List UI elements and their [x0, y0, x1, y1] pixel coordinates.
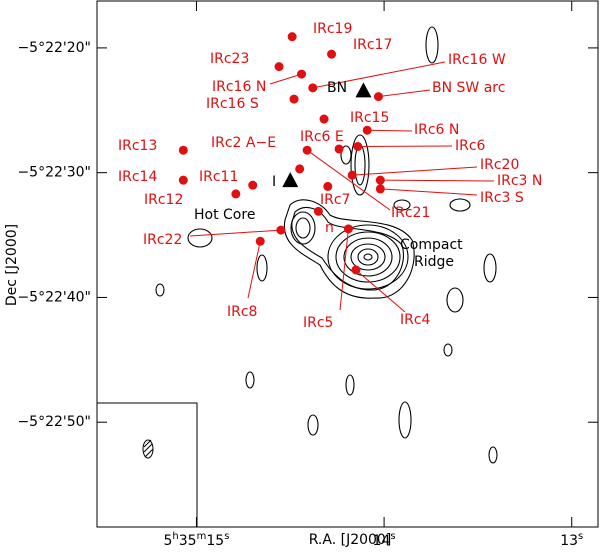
leader-line	[248, 241, 260, 298]
y-tick-label: −5°22'40"	[17, 289, 91, 305]
leader-line	[380, 180, 494, 181]
y-tick-label: −5°22'30"	[17, 165, 91, 181]
source-marker	[363, 126, 372, 135]
triangle-label: I	[272, 174, 276, 190]
x-tick-label: 13s	[560, 531, 583, 549]
source-marker	[276, 226, 285, 235]
source-marker	[248, 181, 257, 190]
source-marker	[288, 32, 297, 41]
source-marker	[323, 182, 332, 191]
source-label: IRc6	[455, 138, 486, 154]
source-marker	[344, 224, 353, 233]
annotation: Ridge	[414, 254, 454, 270]
source-label: IRc14	[118, 169, 157, 185]
source-label: IRc6 N	[414, 122, 459, 138]
leader-line	[378, 90, 430, 97]
source-marker	[353, 142, 362, 151]
source-label: BN SW arc	[432, 80, 505, 96]
triangle-marker	[355, 82, 371, 97]
x-tick-label: 5h35m15s	[163, 531, 229, 549]
source-label: IRc16 S	[206, 96, 259, 112]
leader-line	[190, 230, 281, 236]
source-label: IRc7	[320, 192, 350, 208]
source-marker	[376, 184, 385, 193]
source-label: IRc3 N	[497, 173, 542, 189]
source-label: IRc4	[400, 312, 431, 328]
source-label: IRc21	[391, 205, 430, 221]
source-label: IRc2 A−E	[211, 135, 276, 151]
source-marker	[335, 144, 344, 153]
annotation: Compact	[400, 237, 463, 253]
source-label: IRc22	[143, 232, 182, 248]
y-tick-label: −5°22'20"	[17, 40, 91, 56]
source-label: IRc12	[144, 192, 183, 208]
source-marker	[327, 50, 336, 59]
source-label: IRc3 S	[480, 190, 524, 206]
source-label: IRc20	[480, 157, 519, 173]
source-label: IRc13	[118, 138, 157, 154]
source-label: IRc19	[313, 21, 352, 37]
source-marker	[231, 189, 240, 198]
source-marker	[314, 207, 323, 216]
source-marker	[290, 95, 299, 104]
leader-line	[270, 74, 302, 84]
source-marker	[275, 62, 284, 71]
beam-box	[97, 403, 197, 527]
source-label: IRc8	[227, 304, 257, 320]
source-label: IRc23	[210, 51, 249, 67]
source-label: IRc16 N	[212, 79, 266, 95]
source-label: IRc5	[303, 315, 333, 331]
source-label: IRc6 E	[300, 129, 344, 145]
source-marker	[374, 92, 383, 101]
triangle-label: BN	[327, 80, 347, 96]
source-label: IRc11	[199, 169, 238, 185]
source-marker	[351, 265, 360, 274]
leader-line	[380, 189, 477, 195]
source-label: IRc15	[350, 110, 389, 126]
source-marker	[297, 70, 306, 79]
source-label: IRc17	[353, 37, 392, 53]
source-marker	[303, 146, 312, 155]
source-marker	[295, 164, 304, 173]
source-marker	[308, 83, 317, 92]
y-tick-label: −5°22'50"	[17, 414, 91, 430]
x-tick-label: 14s	[373, 531, 396, 549]
annotation: Hot Core	[194, 207, 255, 223]
source-marker	[179, 146, 188, 155]
triangle-marker	[282, 172, 298, 187]
source-marker	[320, 115, 329, 124]
source-marker	[348, 171, 357, 180]
source-marker	[179, 176, 188, 185]
source-label: IRc16 W	[448, 52, 506, 68]
leader-line	[367, 130, 412, 131]
source-label: n	[325, 220, 334, 236]
source-marker	[376, 176, 385, 185]
leader-line	[352, 167, 477, 175]
source-marker	[256, 237, 265, 246]
